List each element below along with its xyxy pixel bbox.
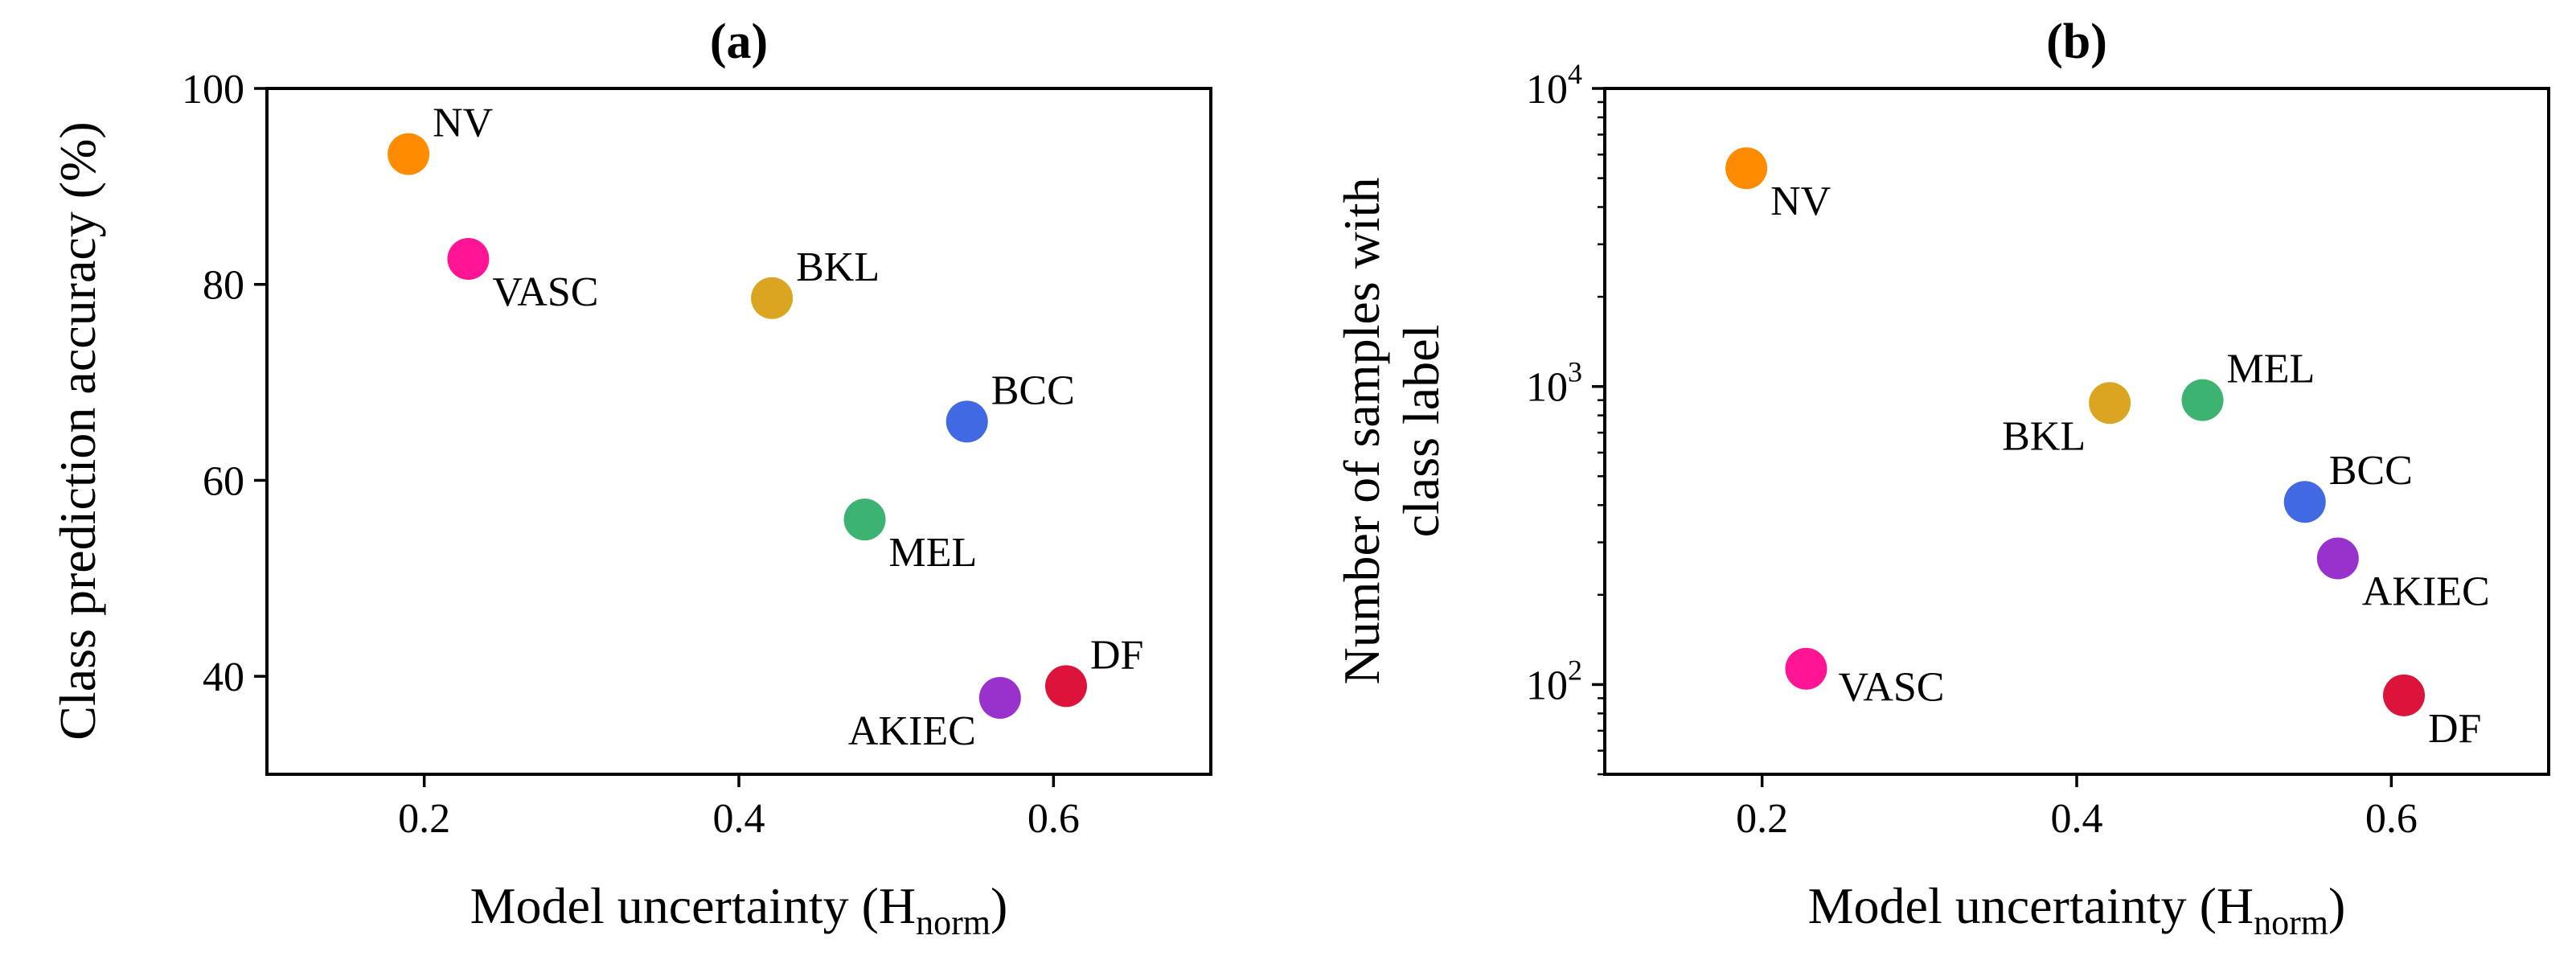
y-tick-label: 102 — [1526, 654, 1582, 708]
y-tick-label: 103 — [1526, 356, 1582, 411]
point-bkl — [2089, 382, 2131, 425]
point-vasc — [447, 238, 490, 281]
point-nv — [1725, 147, 1768, 190]
point-akiec — [2316, 537, 2359, 580]
y-axis-label: Number of samples withclass label — [1333, 178, 1450, 685]
x-tick-label: 0.4 — [713, 796, 765, 842]
y-tick-label: 60 — [203, 458, 244, 504]
x-tick-label: 0.2 — [398, 796, 450, 842]
x-axis-label: Model uncertainty (Hnorm) — [1808, 877, 2346, 942]
point-akiec — [978, 676, 1021, 719]
point-label-bcc: BCC — [991, 367, 1075, 413]
point-label-nv: NV — [1770, 178, 1831, 224]
point-label-nv: NV — [433, 101, 493, 146]
y-tick-label: 100 — [182, 67, 244, 113]
point-label-df: DF — [2428, 706, 2481, 752]
y-axis-label: Class prediction accuracy (%) — [49, 121, 106, 740]
x-tick-label: 0.4 — [2051, 796, 2103, 842]
point-bcc — [945, 400, 988, 443]
point-label-akiec: AKIEC — [2362, 569, 2490, 615]
panel-b-scatter-plot: (b) 0.2 0.4 0.6 102 103 104 Model uncertainty (… — [1333, 14, 2550, 942]
point-label-akiec: AKIEC — [848, 708, 976, 754]
x-tick-label: 0.6 — [1028, 796, 1080, 842]
panel-a-scatter-plot: (a) 0.2 0.4 0.6 40 60 80 100 Model uncertainty (… — [49, 14, 1212, 942]
point-label-bkl: BKL — [2002, 413, 2086, 459]
point-label-mel: MEL — [889, 530, 978, 576]
point-label-vasc: VASC — [1838, 665, 1944, 711]
chart-title: (a) — [710, 14, 768, 69]
point-label-vasc: VASC — [492, 269, 598, 315]
x-tick-label: 0.6 — [2365, 796, 2418, 842]
point-mel — [2181, 379, 2224, 421]
point-label-mel: MEL — [2227, 347, 2316, 392]
chart-title: (b) — [2046, 14, 2107, 69]
point-df — [2382, 674, 2425, 716]
point-label-df: DF — [1090, 632, 1143, 678]
x-axis-label: Model uncertainty (Hnorm) — [470, 877, 1008, 942]
point-mel — [843, 498, 886, 541]
point-bkl — [751, 277, 794, 319]
point-label-bcc: BCC — [2329, 448, 2413, 494]
point-nv — [388, 133, 430, 175]
y-tick-label: 104 — [1526, 58, 1582, 113]
y-tick-label: 40 — [203, 654, 244, 700]
point-df — [1044, 665, 1087, 708]
point-vasc — [1785, 647, 1827, 690]
x-tick-label: 0.2 — [1736, 796, 1788, 842]
point-label-bkl: BKL — [796, 244, 880, 290]
y-tick-label: 80 — [203, 263, 244, 309]
point-bcc — [2283, 481, 2326, 523]
